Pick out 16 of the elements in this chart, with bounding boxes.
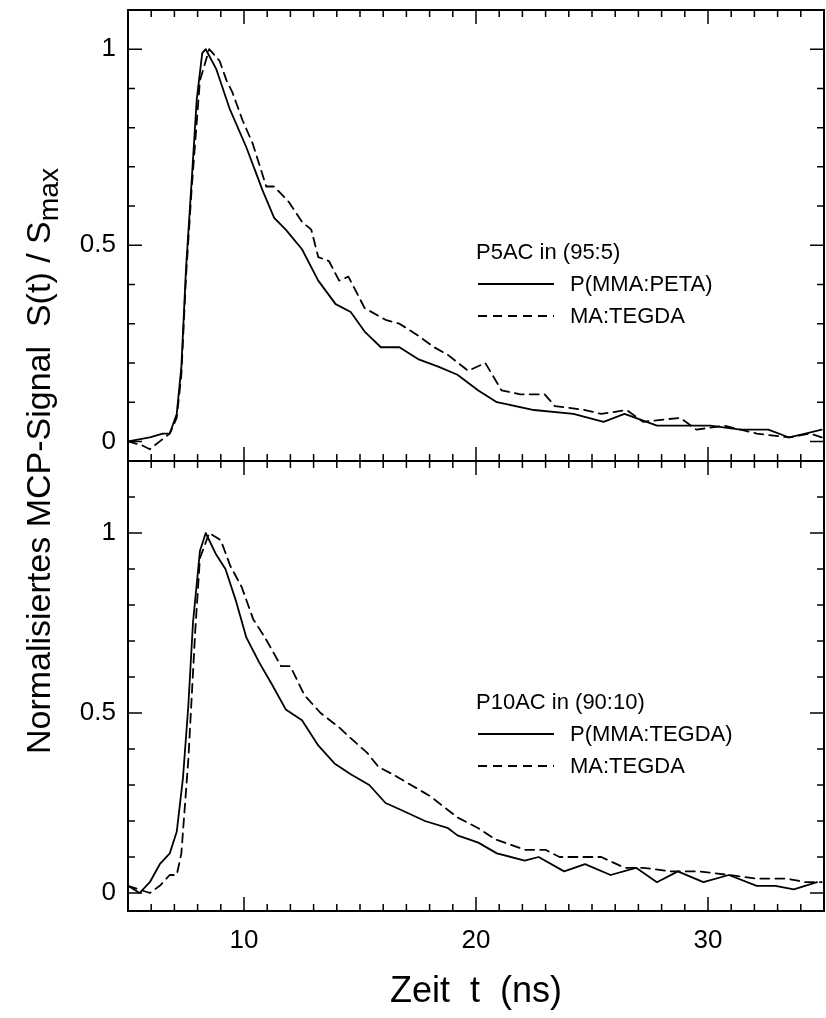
legend-title: P5AC in (95:5) (476, 237, 622, 266)
legend-label: MA:TEGDA (570, 752, 685, 780)
x-tick-label: 20 (461, 923, 491, 954)
y-tick-label: 0.5 (79, 228, 116, 259)
legend-label: P(MMA:TEGDA) (570, 720, 733, 748)
y-tick-label: 0.5 (79, 696, 116, 727)
legend-title: P10AC in (90:10) (476, 688, 646, 716)
y-tick-label: 1 (101, 516, 116, 547)
y-tick-label: 0 (101, 876, 116, 907)
x-tick-label: 30 (693, 923, 723, 954)
x-axis-title: Zeit t (ns) (389, 969, 563, 1011)
y-tick-label: 0 (101, 424, 116, 455)
y-tick-label: 1 (101, 32, 116, 63)
x-tick-label: 10 (229, 923, 259, 954)
legend-label: MA:TEGDA (570, 301, 685, 330)
legend-label: P(MMA:PETA) (570, 269, 713, 298)
